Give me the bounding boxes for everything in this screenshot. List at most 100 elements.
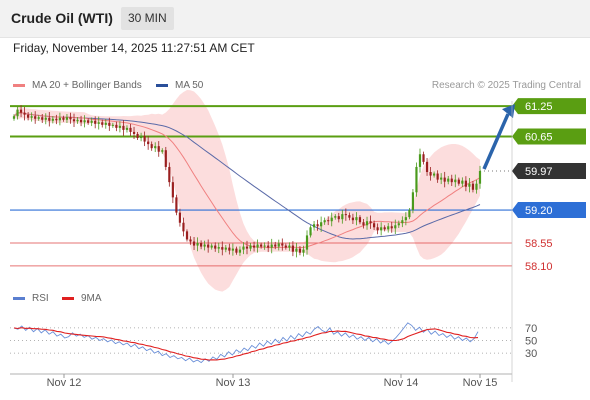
candle-body [454,179,457,183]
candle-body [408,210,411,218]
candle-body [65,117,69,120]
candle-body [380,227,383,231]
price-label-text: 58.10 [525,261,553,273]
candle-body [139,136,143,139]
candle-body [433,173,436,176]
candle-body [207,244,210,248]
candle-body [249,245,252,249]
candle-body [302,249,305,253]
candle-body [309,227,312,236]
candle-body [422,154,425,162]
candle-body [415,166,418,193]
candle-body [334,216,337,218]
candle-body [200,243,203,247]
candle-body [58,117,61,121]
ma20-swatch [13,83,25,87]
candle-body [72,119,76,122]
candle-body [235,248,238,253]
candle-body [101,122,104,125]
legend-ma50-label: MA 50 [175,80,204,91]
header-bar: Crude Oil (WTI) 30 MIN [0,0,590,38]
candle-body [245,246,249,249]
candle-body [104,122,107,125]
candle-body [51,118,54,121]
candle-body [461,180,464,184]
candle-body [69,117,72,120]
candle-body [242,246,245,250]
candle-body [351,217,355,221]
candle-body [274,244,277,247]
candle-body [284,245,287,248]
candle-body [447,178,450,182]
candle-body [362,222,365,226]
candle-body [41,117,44,120]
candle-body [214,245,217,249]
candle-body [76,119,79,122]
price-label-tag [512,98,586,115]
candle-body [418,154,422,167]
projection-arrow [482,113,510,170]
candle-body [277,243,280,247]
candle-body [147,141,150,145]
candle-body [115,124,118,128]
candle-body [111,124,114,126]
price-label-text: 58.55 [525,238,553,250]
candle-body [383,227,386,230]
candle-body [464,180,467,187]
candle-body [108,122,111,126]
candle-body [37,117,40,119]
candle-body [178,212,182,223]
candle-body [224,247,227,250]
candle-body [337,216,340,220]
candle-body [341,214,344,220]
candle-body [450,178,453,183]
candle-body [440,177,443,180]
candle-body [305,235,309,250]
candle-body [468,183,471,187]
candle-body [62,117,65,120]
candle-body [411,192,415,211]
price-level-label: 59.97 [512,163,586,179]
candle-body [171,182,174,198]
candle-body [429,172,432,176]
candle-body [369,221,372,224]
interval-badge[interactable]: 30 MIN [121,7,174,30]
rsi-ma-swatch [62,296,74,300]
candle-body [136,133,139,139]
candle-body [376,227,379,231]
price-label-text: 59.20 [525,205,553,217]
candle-body [83,120,86,123]
candle-body [478,171,482,184]
rsi-tick-label: 50 [525,336,537,348]
candle-body [79,119,83,123]
price-level-label: 60.65 [512,128,586,145]
candle-body [425,161,429,173]
candle-body [475,183,478,190]
price-level-label: 58.55 [525,238,553,250]
candle-body [30,116,33,118]
candle-body [217,247,220,249]
candle-body [348,215,351,218]
candle-body [175,197,178,213]
candle-body [228,247,231,251]
candle-body [231,248,234,251]
candle-body [129,127,132,132]
candle-body [196,243,199,246]
price-label-text: 61.25 [525,101,553,113]
price-label-tag [512,202,586,219]
candle-body [288,245,291,248]
candle-body [443,177,446,182]
candle-body [44,117,47,120]
candle-body [270,244,273,248]
legend-rsi-label: RSI [32,293,49,304]
legend-rsi: RSI [13,293,49,305]
rsi-ma-line [13,327,479,361]
x-axis-tick-label: Nov 14 [384,377,419,389]
candle-body [471,183,475,190]
candle-body [390,226,393,229]
candle-body [221,247,224,250]
candle-body [125,127,129,130]
candle-body [320,222,323,227]
candle-body [238,249,242,253]
